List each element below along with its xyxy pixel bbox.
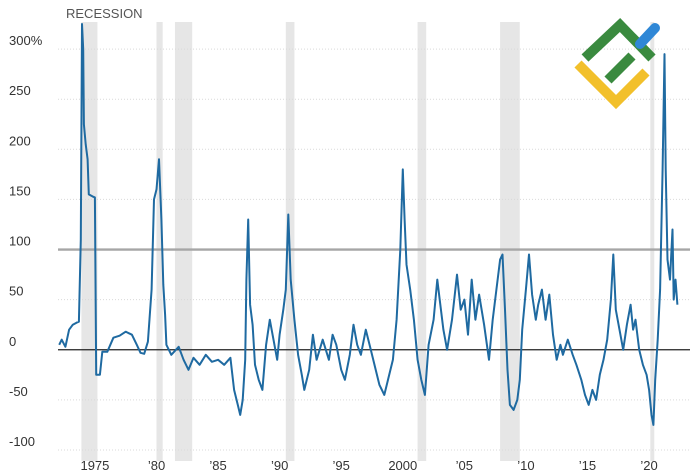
logo-stroke-yellow [574, 60, 650, 110]
y-tick-label: -50 [9, 384, 28, 399]
recession-band [417, 22, 427, 461]
y-tick-label: 250 [9, 83, 31, 98]
x-tick-label: ’85 [209, 458, 226, 473]
y-tick-label: 200 [9, 133, 31, 148]
x-tick-label: ’20 [640, 458, 657, 473]
recession-band [156, 22, 163, 461]
y-tick-label: 150 [9, 183, 31, 198]
series-line [58, 23, 679, 426]
y-tick-label: 100 [9, 234, 31, 249]
x-tick-label: ’05 [456, 458, 473, 473]
logo-stroke-green-inner [604, 52, 636, 84]
recession-bands [81, 22, 655, 461]
y-tick-label: -100 [9, 434, 35, 449]
x-tick-label: ’10 [517, 458, 534, 473]
x-tick-label: 2000 [388, 458, 417, 473]
y-tick-label: 50 [9, 284, 23, 299]
logo-stroke-blue [635, 23, 660, 49]
x-tick-label: ’80 [148, 458, 165, 473]
y-tick-label: 300% [9, 33, 43, 48]
x-tick-label: ’15 [579, 458, 596, 473]
recession-label: RECESSION [66, 6, 143, 21]
recession-band [174, 22, 193, 461]
x-tick-label: 1975 [80, 458, 109, 473]
brand-logo [574, 17, 660, 110]
x-axis: 1975 ’80 ’85 ’90 ’95 2000 ’05 ’10 ’15 ’20 [80, 458, 657, 473]
recession-band [650, 22, 655, 461]
gridlines [58, 48, 690, 451]
x-tick-label: ’90 [271, 458, 288, 473]
recession-band [500, 22, 520, 461]
y-axis: 300% 250 200 150 100 50 0 -50 -100 [9, 33, 43, 449]
y-tick-label: 0 [9, 334, 16, 349]
x-tick-label: ’95 [333, 458, 350, 473]
